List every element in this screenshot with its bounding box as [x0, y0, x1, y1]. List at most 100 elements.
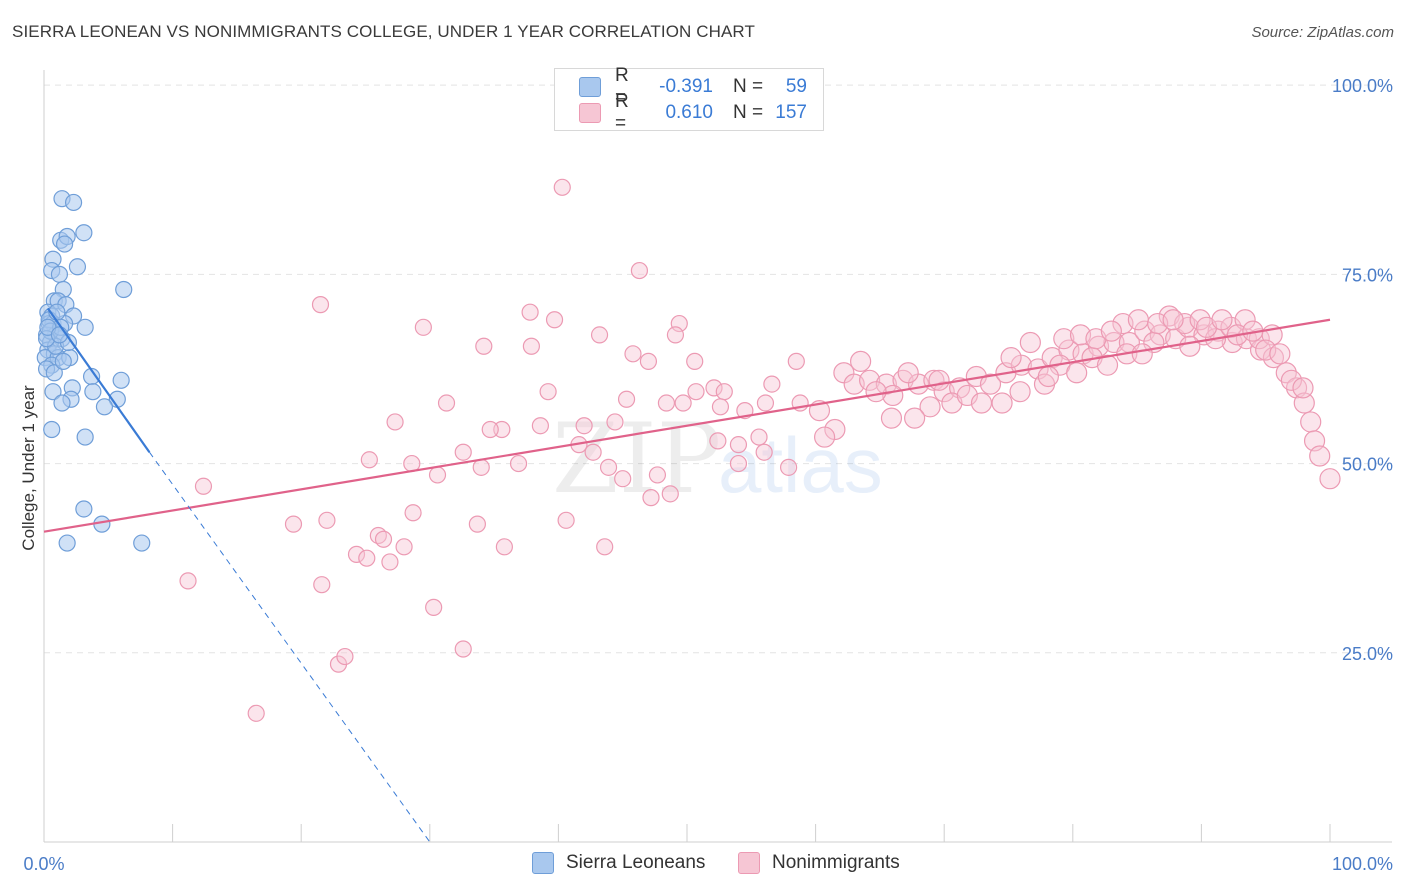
sierra-leoneans-trend-line: [46, 307, 151, 453]
nonimmigrants-point: [1309, 445, 1331, 467]
nonimmigrants-point: [425, 598, 443, 616]
y-axis-label: College, Under 1 year: [19, 385, 38, 551]
nonimmigrants-point: [897, 362, 919, 384]
chart-title: SIERRA LEONEAN VS NONIMMIGRANTS COLLEGE,…: [12, 22, 755, 41]
grid-lines: [44, 84, 1392, 654]
nonimmigrants-point: [755, 443, 773, 461]
nonimmigrants-point: [395, 538, 413, 556]
nonimmigrants-point: [509, 454, 528, 473]
r-label: R =: [615, 65, 629, 108]
y-tick-label: 25.0%: [1342, 644, 1393, 664]
nonimmigrants-point: [928, 369, 950, 391]
sierra-leoneans-point: [76, 428, 94, 446]
blue-swatch-icon: [532, 852, 554, 874]
legend-item-sierra-leoneans[interactable]: Sierra Leoneans: [532, 852, 705, 874]
n-value: 59: [785, 76, 807, 97]
nonimmigrants-point: [584, 443, 602, 461]
sierra-leoneans-point: [58, 534, 76, 552]
sierra-leoneans-trend-extension: [149, 451, 431, 843]
nonimmigrants-point: [666, 326, 685, 344]
blue-swatch-icon: [579, 77, 601, 97]
x-tick-label: 0.0%: [23, 854, 64, 874]
nonimmigrants-point: [404, 504, 422, 522]
nonimmigrants-point: [522, 337, 540, 355]
nonimmigrants-point: [991, 392, 1013, 414]
sierra-leoneans-point: [84, 383, 102, 401]
sierra-leoneans-point: [115, 280, 133, 299]
nonimmigrants-point: [763, 375, 781, 393]
nonimmigrants-point: [709, 432, 727, 450]
legend-row-nonimmigrants: R = 0.610 N = 157: [579, 91, 807, 134]
nonimmigrants-point: [606, 413, 624, 431]
n-label: N =: [733, 102, 764, 123]
nonimmigrants-point: [437, 394, 456, 412]
nonimmigrants-point: [284, 515, 303, 533]
n-label: N =: [733, 76, 764, 97]
r-value: 0.610: [665, 102, 713, 123]
y-tick-label: 50.0%: [1342, 455, 1393, 475]
nonimmigrants-point: [599, 458, 618, 476]
nonimmigrants-point: [539, 383, 557, 401]
sierra-leoneans-point: [50, 326, 69, 344]
nonimmigrants-point: [531, 417, 549, 435]
nonimmigrants-point: [360, 451, 378, 469]
nonimmigrants-point: [553, 178, 571, 196]
legend-item-nonimmigrants[interactable]: Nonimmigrants: [738, 852, 900, 874]
nonimmigrants-point: [468, 515, 486, 533]
n-value: 157: [775, 102, 807, 123]
sierra-leoneans-point: [75, 500, 93, 518]
nonimmigrants-point: [642, 489, 660, 507]
sierra-leoneans-point: [53, 394, 71, 412]
nonimmigrants-point: [1262, 347, 1285, 369]
nonimmigrants-point: [1100, 320, 1122, 342]
nonimmigrants-point: [779, 458, 798, 476]
nonimmigrants-point: [311, 296, 330, 314]
nonimmigrants-point: [674, 394, 692, 412]
sierra-leoneans-point: [44, 383, 62, 401]
nonimmigrants-point: [1255, 339, 1277, 361]
nonimmigrants-point: [1293, 392, 1315, 414]
nonimmigrants-point: [630, 261, 649, 280]
nonimmigrants-points: [179, 178, 1341, 722]
nonimmigrants-point: [1211, 309, 1233, 331]
sierra-leoneans-point: [133, 534, 151, 552]
nonimmigrants-point: [545, 311, 564, 329]
sierra-leoneans-point: [45, 364, 63, 382]
nonimmigrants-point: [814, 426, 836, 448]
nonimmigrants-point: [1319, 468, 1341, 490]
sierra-leoneans-point: [50, 265, 69, 283]
nonimmigrants-point: [194, 477, 213, 495]
nonimmigrants-point: [880, 407, 903, 429]
nonimmigrants-point: [787, 352, 805, 370]
nonimmigrants-point: [590, 326, 609, 344]
sierra-leoneans-point: [54, 352, 72, 370]
tick-labels: 100.0% 75.0% 50.0% 25.0% 0.0% 100.0%: [23, 76, 1393, 874]
nonimmigrants-point: [1066, 362, 1088, 384]
nonimmigrants-point: [729, 454, 748, 473]
nonimmigrants-point: [1096, 354, 1119, 376]
nonimmigrants-point: [1053, 328, 1075, 350]
nonimmigrants-point: [711, 398, 730, 416]
nonimmigrants-point: [687, 383, 705, 401]
nonimmigrants-point: [970, 392, 993, 414]
nonimmigrants-point: [374, 530, 393, 548]
nonimmigrants-point: [521, 303, 539, 321]
nonimmigrants-point: [1162, 309, 1184, 331]
nonimmigrants-point: [750, 428, 768, 446]
nonimmigrants-point: [1280, 369, 1303, 391]
nonimmigrants-point: [979, 373, 1002, 395]
nonimmigrants-point: [756, 394, 775, 412]
nonimmigrants-point: [358, 549, 376, 567]
watermark-atlas: atlas: [718, 421, 883, 509]
nonimmigrants-point: [454, 640, 472, 658]
sierra-leoneans-point: [43, 420, 61, 439]
sierra-leoneans-point: [55, 235, 74, 253]
nonimmigrants-point: [919, 396, 941, 418]
nonimmigrants-point: [904, 407, 926, 429]
nonimmigrants-point: [657, 394, 676, 412]
nonimmigrants-point: [1177, 316, 1200, 338]
nonimmigrants-point: [865, 381, 887, 403]
sierra-leoneans-points: [36, 190, 151, 552]
r-value: -0.391: [659, 76, 713, 97]
